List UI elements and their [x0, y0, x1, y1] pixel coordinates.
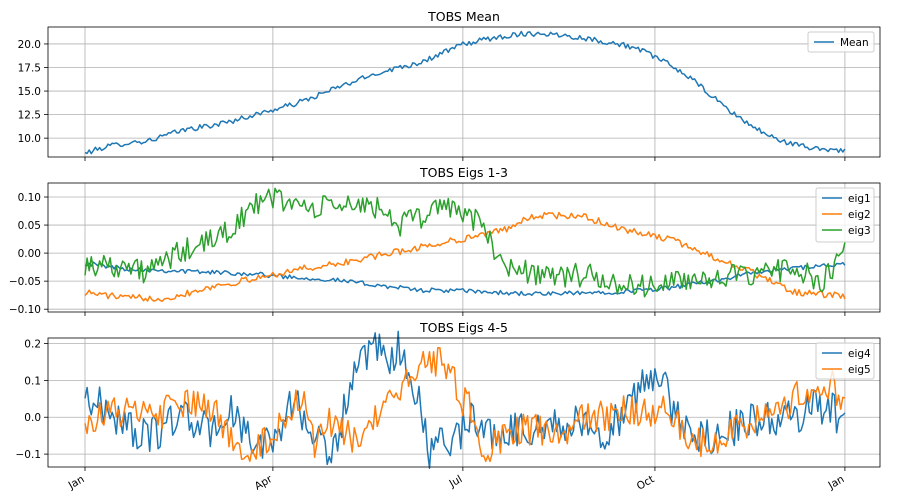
legend: eig1 eig2 eig3	[815, 187, 875, 243]
y-tick-label: 15.0	[18, 86, 41, 98]
legend-box	[815, 187, 875, 243]
legend-label-eig4: eig4	[848, 348, 871, 360]
x-tick-label: Apr	[253, 473, 275, 493]
x-tick-label: Jan	[826, 473, 847, 492]
plot-frame	[47, 182, 881, 313]
panel-title: TOBS Eigs 4-5	[419, 320, 508, 335]
panel-title: TOBS Mean	[427, 9, 500, 24]
x-tick-label: Jul	[447, 473, 465, 490]
series-eig5	[84, 347, 846, 463]
series-eig2	[84, 211, 846, 303]
y-tick-label: 0.10	[18, 192, 41, 204]
legend-label-eig3: eig3	[848, 225, 871, 237]
y-tick-label: 0.0	[24, 412, 41, 424]
y-tick-label: 10.0	[18, 133, 41, 145]
legend-box	[807, 31, 875, 53]
y-tick-label: −0.10	[9, 304, 41, 316]
y-tick-label: 0.05	[18, 220, 41, 232]
plot-frame	[47, 26, 881, 158]
y-tick-label: 0.00	[18, 248, 41, 260]
legend-label-Mean: Mean	[840, 37, 869, 49]
panel-title: TOBS Eigs 1-3	[419, 165, 508, 180]
panel-2: TOBS Eigs 1-3−0.10−0.050.000.050.10 eig1e…	[9, 165, 881, 316]
panel-3: TOBS Eigs 4-5 −0.1 0.0 0.1 0.2 eig4 eig5	[16, 320, 881, 471]
legend-label-eig5: eig5	[848, 364, 871, 376]
y-tick-label: 0.2	[24, 339, 41, 351]
y-tick-label: 20.0	[18, 39, 41, 51]
y-tick-label: 0.1	[24, 375, 41, 387]
plot-frame	[47, 337, 881, 468]
series-eig1	[84, 261, 846, 297]
legend: Mean	[807, 31, 875, 53]
legend: eig4 eig5	[815, 342, 875, 380]
shared-x-axis: Jan Apr Jul Oct Jan	[66, 473, 847, 493]
y-tick-label: 17.5	[18, 63, 41, 75]
y-tick-label: 12.5	[18, 110, 41, 122]
series-eig4	[84, 330, 846, 469]
series-eig3	[84, 187, 846, 298]
x-tick-label: Jan	[66, 473, 87, 492]
panel-1: TOBS Mean 10.0 12.5 15.0 17.5 20.0 Mean	[18, 9, 881, 161]
y-tick-label: −0.1	[16, 449, 42, 461]
legend-label-eig2: eig2	[848, 209, 871, 221]
x-tick-label: Oct	[635, 473, 657, 492]
chart-panels: TOBS Mean 10.0 12.5 15.0 17.5 20.0 Mean TOBS Ei…	[9, 9, 881, 471]
y-tick-label: −0.05	[9, 276, 41, 288]
series-Mean	[84, 30, 846, 155]
legend-label-eig1: eig1	[848, 193, 871, 205]
legend-box	[815, 342, 875, 380]
